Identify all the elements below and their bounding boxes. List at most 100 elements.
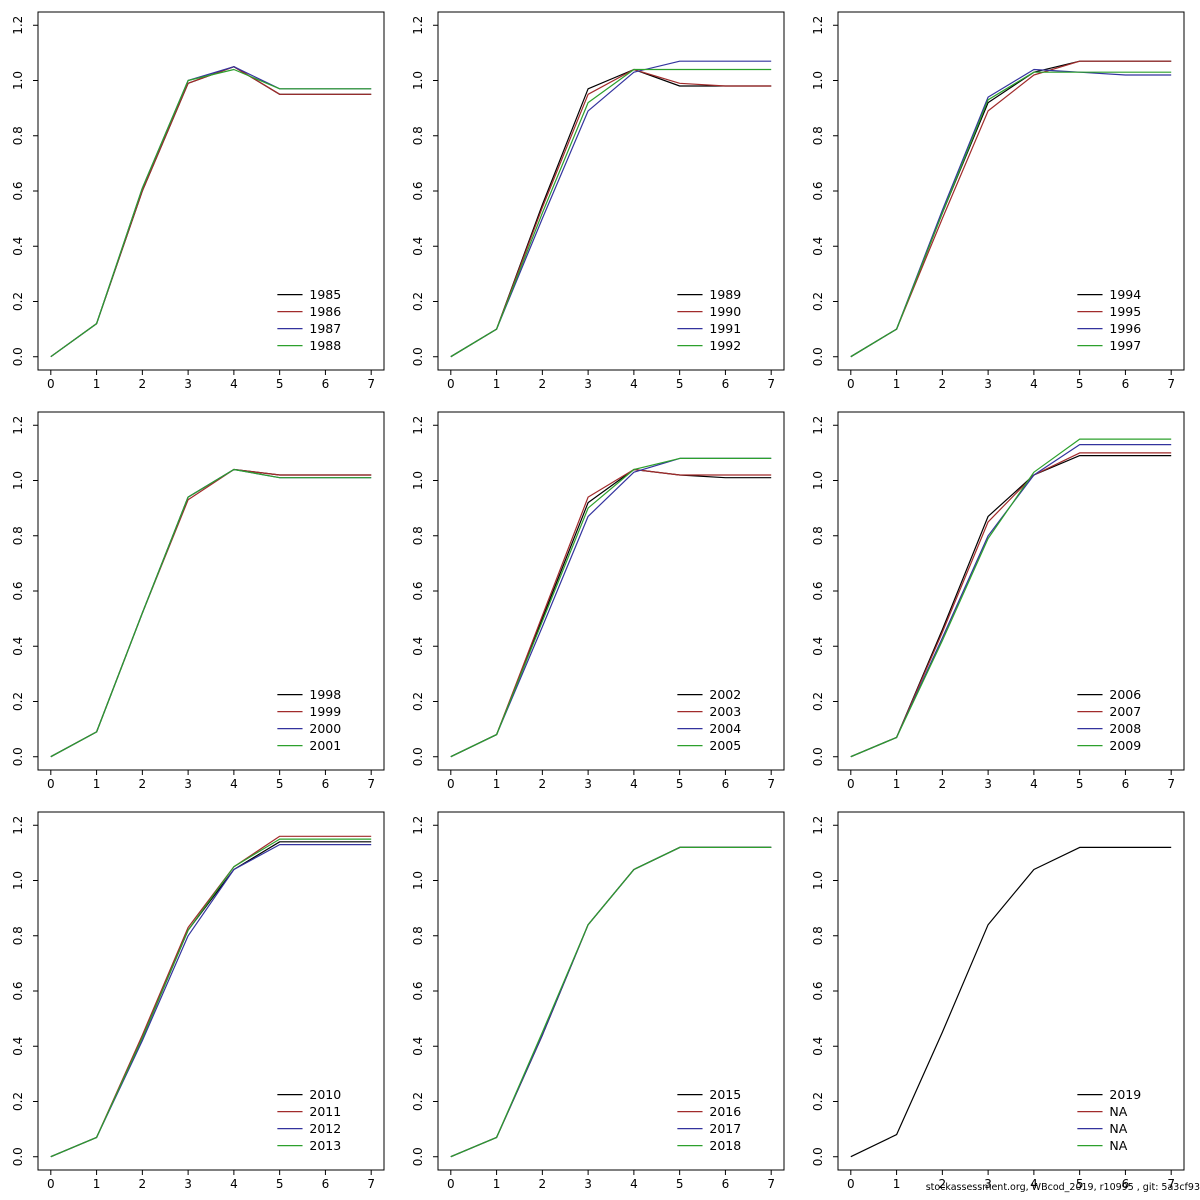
y-tick-label: 0.0 bbox=[811, 1147, 825, 1166]
y-tick-label: 0.4 bbox=[411, 1037, 425, 1056]
legend-label: 2015 bbox=[709, 1087, 741, 1102]
x-tick-label: 6 bbox=[722, 377, 730, 391]
y-tick-label: 1.2 bbox=[11, 816, 25, 835]
y-tick-label: 0.2 bbox=[11, 692, 25, 711]
y-tick-label: 0.0 bbox=[811, 747, 825, 766]
x-tick-label: 7 bbox=[767, 1177, 775, 1191]
y-tick-label: 0.6 bbox=[11, 981, 25, 1000]
legend-label: 1996 bbox=[1109, 321, 1141, 336]
y-tick-label: 0.4 bbox=[411, 237, 425, 256]
x-tick-label: 4 bbox=[630, 1177, 638, 1191]
chart-panel-1994-1997: 0 1 2 3 4 5 6 70.00.20.40.60.81.01.219941995199… bbox=[811, 11, 1185, 391]
x-tick-label: 1 bbox=[893, 1177, 901, 1191]
legend-label: NA bbox=[1109, 1104, 1127, 1119]
x-tick-label: 7 bbox=[367, 777, 375, 791]
x-tick-label: 2 bbox=[939, 377, 947, 391]
legend-label: 1987 bbox=[309, 321, 341, 336]
y-tick-label: 0.0 bbox=[11, 1147, 25, 1166]
y-tick-label: 0.0 bbox=[411, 1147, 425, 1166]
y-tick-label: 0.4 bbox=[11, 637, 25, 656]
legend-label: 1991 bbox=[709, 321, 741, 336]
y-tick-label: 0.8 bbox=[411, 926, 425, 945]
x-tick-label: 3 bbox=[184, 1177, 192, 1191]
y-tick-label: 0.8 bbox=[811, 926, 825, 945]
legend-label: 2001 bbox=[309, 738, 341, 753]
x-axis: 0 1 2 3 4 5 6 7 bbox=[847, 370, 1175, 391]
legend-label: 1985 bbox=[309, 287, 341, 302]
y-tick-label: 0.8 bbox=[11, 926, 25, 945]
chart-panel-2006-2009: 0 1 2 3 4 5 6 70.00.20.40.60.81.01.220062007200… bbox=[811, 411, 1185, 791]
y-tick-label: 0.6 bbox=[811, 181, 825, 200]
legend: 2015 2016 2017 2018 bbox=[677, 1087, 741, 1153]
y-tick-label: 1.0 bbox=[11, 471, 25, 490]
y-tick-label: 0.8 bbox=[11, 526, 25, 545]
legend: 2006 2007 2008 2009 bbox=[1077, 687, 1141, 753]
x-tick-label: 4 bbox=[230, 377, 238, 391]
x-tick-label: 1 bbox=[93, 377, 101, 391]
x-tick-label: 3 bbox=[984, 777, 992, 791]
y-tick-label: 0.8 bbox=[411, 526, 425, 545]
x-tick-label: 5 bbox=[1076, 1177, 1084, 1191]
x-tick-label: 2 bbox=[939, 777, 947, 791]
legend-label: 2002 bbox=[709, 687, 741, 702]
series-line-1988 bbox=[50, 68, 372, 358]
legend-label: 2004 bbox=[709, 721, 741, 736]
x-axis: 0 1 2 3 4 5 6 7 bbox=[47, 370, 375, 391]
y-tick-label: 0.0 bbox=[11, 747, 25, 766]
x-tick-label: 3 bbox=[984, 1177, 992, 1191]
y-tick-label: 1.2 bbox=[411, 416, 425, 435]
x-tick-label: 4 bbox=[1030, 777, 1038, 791]
x-axis: 0 1 2 3 4 5 6 7 bbox=[847, 1170, 1175, 1191]
y-axis: 0.0 0.2 0.4 0.6 0.8 1.0 1.2 bbox=[411, 16, 438, 366]
legend-label: 2017 bbox=[709, 1121, 741, 1136]
y-tick-label: 0.8 bbox=[11, 126, 25, 145]
legend-label: 2016 bbox=[709, 1104, 741, 1119]
chart-panel-2002-2005: 0 1 2 3 4 5 6 70.00.20.40.60.81.01.220022003200… bbox=[411, 411, 785, 791]
x-tick-label: 1 bbox=[93, 1177, 101, 1191]
legend-label: 1992 bbox=[709, 338, 741, 353]
y-tick-label: 0.2 bbox=[811, 292, 825, 311]
y-axis: 0.0 0.2 0.4 0.6 0.8 1.0 1.2 bbox=[811, 816, 838, 1166]
legend-label: 2007 bbox=[1109, 704, 1141, 719]
x-tick-label: 2 bbox=[139, 1177, 147, 1191]
x-tick-label: 7 bbox=[1167, 377, 1175, 391]
x-tick-label: 6 bbox=[1122, 1177, 1130, 1191]
x-tick-label: 4 bbox=[1030, 1177, 1038, 1191]
x-tick-label: 3 bbox=[584, 777, 592, 791]
series-line-1997 bbox=[850, 71, 1172, 358]
y-axis: 0.0 0.2 0.4 0.6 0.8 1.0 1.2 bbox=[811, 16, 838, 366]
y-tick-label: 0.2 bbox=[411, 292, 425, 311]
series-line-2001 bbox=[50, 468, 372, 758]
y-tick-label: 0.2 bbox=[811, 1092, 825, 1111]
x-tick-label: 2 bbox=[939, 1177, 947, 1191]
legend-label: 1998 bbox=[309, 687, 341, 702]
legend-label: 2018 bbox=[709, 1138, 741, 1153]
x-tick-label: 6 bbox=[322, 1177, 330, 1191]
x-tick-label: 1 bbox=[93, 777, 101, 791]
x-tick-label: 0 bbox=[847, 1177, 855, 1191]
y-tick-label: 1.0 bbox=[811, 871, 825, 890]
chart-panel-2010-2013: 0 1 2 3 4 5 6 70.00.20.40.60.81.01.220102011201… bbox=[11, 811, 385, 1191]
y-tick-label: 0.0 bbox=[11, 347, 25, 366]
x-tick-label: 5 bbox=[1076, 377, 1084, 391]
x-tick-label: 7 bbox=[767, 777, 775, 791]
stockassessment-watermark: stockassessment.org, WBcod_2019, r10995 … bbox=[925, 1182, 1200, 1193]
x-tick-label: 2 bbox=[539, 1177, 547, 1191]
y-axis: 0.0 0.2 0.4 0.6 0.8 1.0 1.2 bbox=[11, 416, 38, 766]
y-tick-label: 1.0 bbox=[11, 871, 25, 890]
legend-label: 1989 bbox=[709, 287, 741, 302]
legend-label: 1988 bbox=[309, 338, 341, 353]
chart-panel-1989-1992: 0 1 2 3 4 5 6 7 0.0 0.2 0.4 0.6 0.8 1.0 1.2 1989 1990 199… bbox=[411, 11, 785, 391]
y-tick-label: 0.6 bbox=[411, 981, 425, 1000]
x-axis: 0 1 2 3 4 5 6 7 bbox=[447, 770, 775, 791]
legend: 1989 1990 1991 1992 bbox=[677, 287, 741, 353]
x-tick-label: 0 bbox=[47, 377, 55, 391]
y-axis: 0.0 0.2 0.4 0.6 0.8 1.0 1.2 bbox=[411, 816, 438, 1166]
x-tick-label: 3 bbox=[584, 1177, 592, 1191]
y-tick-label: 0.4 bbox=[811, 637, 825, 656]
y-tick-label: 1.0 bbox=[811, 471, 825, 490]
legend-label: NA bbox=[1109, 1138, 1127, 1153]
series-line-2013 bbox=[50, 838, 372, 1158]
y-axis: 0.0 0.2 0.4 0.6 0.8 1.0 1.2 bbox=[811, 416, 838, 766]
y-axis: 0.0 0.2 0.4 0.6 0.8 1.0 1.2 bbox=[411, 416, 438, 766]
